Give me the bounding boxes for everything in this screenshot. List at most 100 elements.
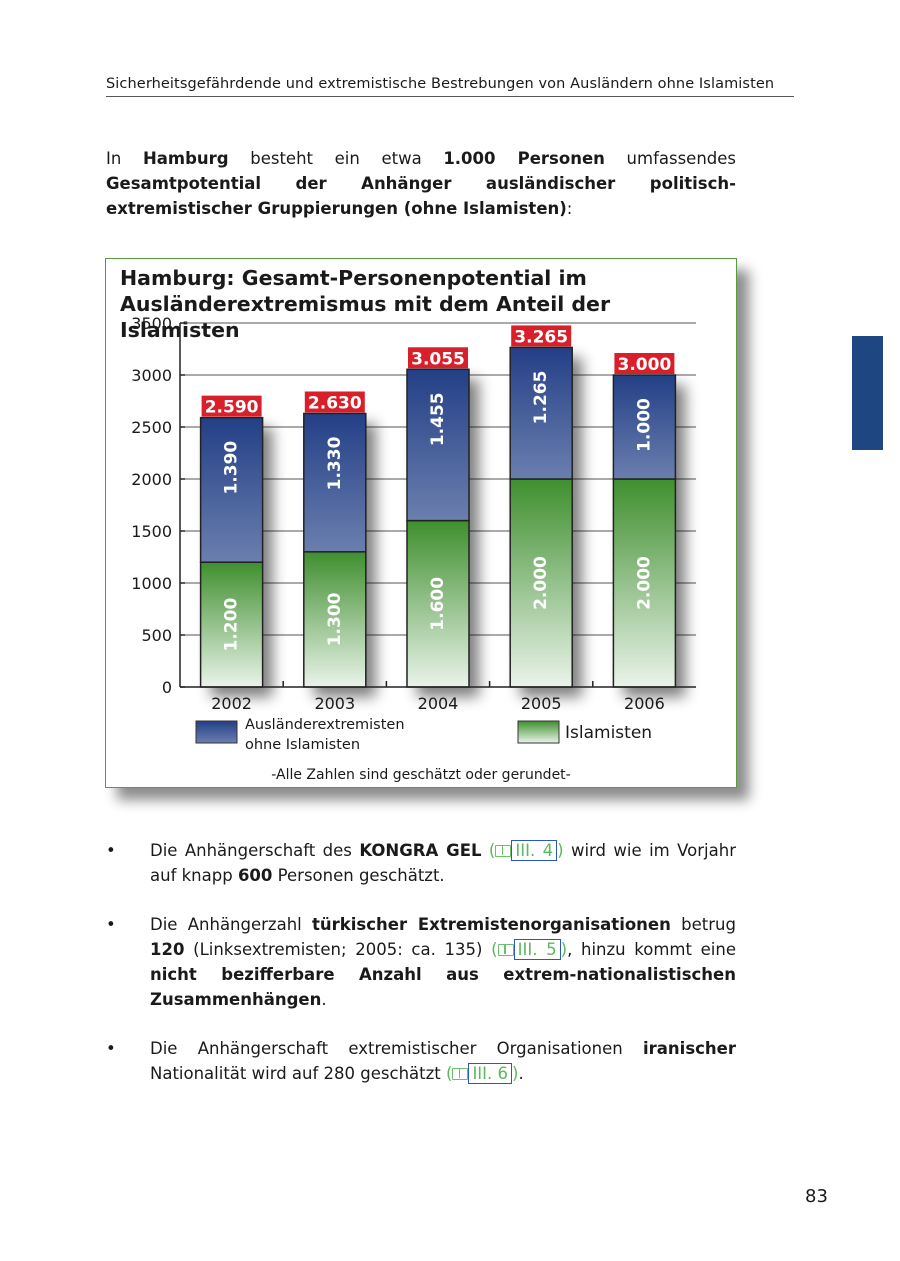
- item-text: (Linksextremisten; 2005: ca. 135): [184, 940, 492, 959]
- legend-label-blue: ohne Islamisten: [245, 737, 360, 753]
- total-label: 2.630: [308, 393, 362, 413]
- bar-auslaenderextremisten: [303, 412, 367, 553]
- bar-auslaenderextremisten: [199, 416, 264, 563]
- item-text: Personen geschätzt.: [272, 866, 445, 885]
- total-label-box: [614, 353, 675, 374]
- list-item: • Die Anhängerschaft des KONGRA GEL ( III…: [106, 838, 736, 888]
- page-number: 83: [805, 1186, 828, 1207]
- list-item: • Die Anhängerschaft extremistischer Org…: [106, 1036, 736, 1086]
- chart-title: Hamburg: Gesamt-Personenpotential im Aus…: [120, 265, 720, 343]
- item-text: .: [518, 1064, 524, 1083]
- data-label-islamisten: 2.000: [634, 556, 654, 610]
- item-text: Die Anhängerzahl: [150, 915, 313, 934]
- total-label: 3.000: [618, 355, 672, 375]
- chart-footnote: -Alle Zahlen sind geschätzt oder gerunde…: [271, 767, 570, 783]
- item-bold: KONGRA GEL: [359, 841, 482, 860]
- item-bold: nicht bezifferbare Anzahl aus extrem-nat…: [150, 965, 736, 1009]
- intro-bold: 1.000 Personen: [443, 149, 605, 168]
- bar-islamisten: [509, 478, 573, 688]
- reference-link[interactable]: III. 5: [513, 939, 561, 960]
- data-label-auslaenderextremisten: 1.265: [531, 371, 551, 425]
- intro-text: umfassendes: [604, 149, 737, 168]
- bar-islamisten: [303, 551, 367, 688]
- y-tick-label: 2000: [131, 470, 172, 489]
- item-bold: türkischer Extremistenorganisationen: [312, 915, 671, 934]
- item-text: Die Anhängerschaft des: [150, 841, 360, 860]
- chapter-tab: [852, 336, 883, 450]
- item-bold: 600: [237, 866, 273, 885]
- chart-title-line: Ausländerextremismus mit dem Anteil der …: [120, 292, 611, 342]
- y-tick-label: 3000: [131, 366, 172, 385]
- data-label-auslaenderextremisten: 1.390: [222, 441, 242, 495]
- ref-paren: (: [491, 940, 498, 959]
- bar-auslaenderextremisten: [406, 368, 470, 522]
- item-text: [481, 841, 488, 860]
- item-text: wird wie im Vorjahr auf knapp: [150, 841, 736, 885]
- y-tick-label: 3500: [131, 314, 172, 333]
- legend-swatch-blue: [195, 720, 238, 744]
- stacked-bar-chart: 0 500 1000 1500 2000 2500 3000 3500 2002 2003 2004…: [131, 314, 696, 783]
- total-label-box: [201, 395, 262, 417]
- intro-bold: Hamburg: [142, 149, 229, 168]
- data-label-auslaenderextremisten: 1.455: [428, 392, 448, 446]
- ref-paren: (: [446, 1064, 453, 1083]
- chart-title-line: Hamburg: Gesamt-Personenpotential im: [120, 266, 587, 290]
- bar-auslaenderextremisten: [509, 346, 573, 480]
- bar-islamisten: [406, 519, 470, 688]
- intro-text: besteht ein etwa: [228, 149, 444, 168]
- intro-paragraph: In Hamburg besteht ein etwa 1.000 Person…: [106, 146, 736, 221]
- intro-text: :: [566, 199, 573, 218]
- item-text: Die Anhängerschaft extremistischer Organ…: [150, 1039, 643, 1058]
- reference-link[interactable]: III. 4: [511, 840, 558, 861]
- chart-panel: Hamburg: Gesamt-Personenpotential im Aus…: [105, 258, 737, 788]
- ref-paren: ): [560, 940, 568, 959]
- total-label-box: [304, 391, 365, 413]
- item-text: .: [321, 990, 327, 1009]
- running-header: Sicherheitsgefährdende und extremistisch…: [106, 76, 794, 97]
- ref-paren: ): [512, 1064, 519, 1083]
- y-tick-label: 500: [141, 626, 172, 645]
- item-text: Nationalität wird auf 280 geschätzt: [150, 1064, 446, 1083]
- data-label-islamisten: 1.600: [428, 577, 448, 631]
- total-label: 3.055: [411, 349, 465, 369]
- data-label-auslaenderextremisten: 1.330: [325, 436, 345, 490]
- y-tick-label: 0: [162, 678, 172, 697]
- ref-paren: (: [488, 841, 496, 860]
- data-label-islamisten: 2.000: [531, 556, 551, 610]
- cross-reference: ( III. 5): [491, 939, 568, 960]
- bar-auslaenderextremisten: [612, 374, 677, 480]
- x-tick-label: 2002: [211, 694, 252, 713]
- book-icon: [497, 944, 514, 956]
- total-label: 3.265: [514, 327, 568, 347]
- total-label-box: [511, 325, 572, 347]
- reference-link[interactable]: III. 6: [468, 1063, 513, 1084]
- y-tick-label: 1000: [131, 574, 172, 593]
- item-bold: 120: [150, 940, 185, 959]
- x-tick-label: 2005: [521, 694, 562, 713]
- bar-islamisten: [199, 561, 264, 688]
- intro-bold: Gesamtpotential der Anhänger ausländisch…: [106, 174, 736, 218]
- item-text: , hinzu kommt eine: [567, 940, 736, 959]
- book-icon: [495, 845, 512, 857]
- cross-reference: ( III. 6): [446, 1063, 519, 1084]
- data-label-auslaenderextremisten: 1.000: [634, 398, 654, 452]
- legend-label-green: Islamisten: [565, 723, 652, 743]
- x-tick-label: 2006: [624, 694, 665, 713]
- data-label-islamisten: 1.200: [222, 598, 242, 652]
- intro-text: In: [106, 149, 143, 168]
- item-text: betrug: [670, 915, 736, 934]
- data-label-islamisten: 1.300: [325, 592, 345, 646]
- bullet-dot: •: [106, 841, 116, 860]
- x-tick-label: 2004: [418, 694, 459, 713]
- total-label: 2.590: [205, 398, 259, 418]
- bar-islamisten: [612, 478, 677, 688]
- legend-swatch-green: [517, 720, 560, 744]
- bullet-list: • Die Anhängerschaft des KONGRA GEL ( III…: [106, 838, 736, 1110]
- book-icon: [452, 1068, 469, 1080]
- item-bold: iranischer: [642, 1039, 736, 1058]
- bullet-dot: •: [106, 915, 116, 934]
- x-tick-label: 2003: [314, 694, 355, 713]
- legend-label-blue: Ausländerextremisten: [245, 717, 405, 733]
- list-item: • Die Anhängerzahl türkischer Extremiste…: [106, 912, 736, 1012]
- bullet-dot: •: [106, 1039, 116, 1058]
